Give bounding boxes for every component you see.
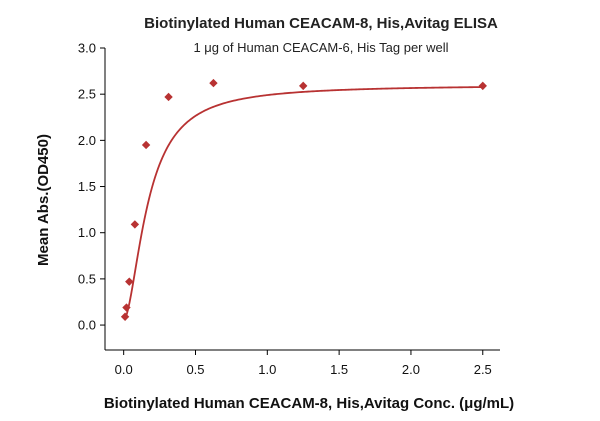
data-point <box>125 277 134 286</box>
data-point <box>120 312 130 321</box>
fit-curve <box>124 86 483 320</box>
y-tick-label: 1.0 <box>78 225 96 240</box>
data-points <box>120 78 487 321</box>
y-tick-label: 2.0 <box>78 133 96 148</box>
x-tick-label: 1.0 <box>258 362 276 377</box>
y-ticks: 0.0 0.5 1.0 1.5 2.0 2.5 3.0 <box>78 41 105 333</box>
chart-subtitle: 1 μg of Human CEACAM-6, His Tag per well <box>193 40 448 55</box>
x-tick-label: 2.5 <box>474 362 492 377</box>
data-point <box>164 92 173 102</box>
data-point <box>141 140 151 150</box>
chart-title: Biotinylated Human CEACAM-8, His,Avitag … <box>144 15 498 32</box>
x-tick-label: 0.0 <box>115 362 133 377</box>
data-point <box>299 81 308 91</box>
x-tick-label: 1.5 <box>330 362 348 377</box>
x-axis-label: Biotinylated Human CEACAM-8, His,Avitag … <box>104 395 514 412</box>
y-tick-label: 1.5 <box>78 179 96 194</box>
data-point <box>122 303 131 312</box>
y-tick-label: 3.0 <box>78 41 96 56</box>
x-tick-label: 0.5 <box>186 362 204 377</box>
data-point <box>209 78 218 88</box>
x-tick-label: 2.0 <box>402 362 420 377</box>
y-axis-label: Mean Abs.(OD450) <box>35 134 52 266</box>
data-point <box>478 81 487 91</box>
y-tick-label: 2.5 <box>78 87 96 102</box>
y-tick-label: 0.0 <box>78 318 96 333</box>
y-tick-label: 0.5 <box>78 271 96 286</box>
x-ticks: 0.0 0.5 1.0 1.5 2.0 2.5 <box>115 350 492 377</box>
data-point <box>130 220 140 229</box>
